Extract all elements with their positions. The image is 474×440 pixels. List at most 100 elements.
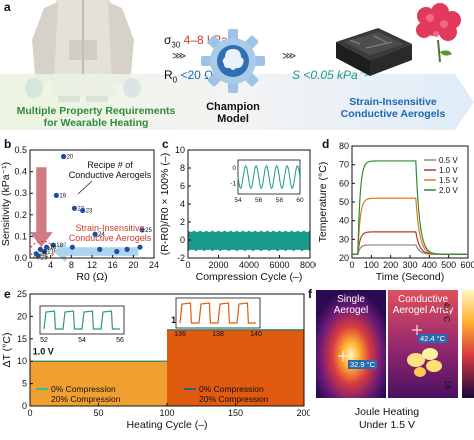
chart-e: 0 50 100 150 200 0 5 10 15 20 25 Heating Cycle (–) Δ… <box>1 289 310 431</box>
x-tick-label: 400 <box>422 260 437 270</box>
inset-series <box>43 310 120 330</box>
legend-label: 20% Compression <box>199 394 269 404</box>
region-label-2: Conductive Aerogels <box>69 233 152 243</box>
annotation-line-1: Recipe # of <box>87 160 133 170</box>
series-line <box>352 244 468 255</box>
inset-x-tick-label: 56 <box>116 337 124 344</box>
data-point <box>124 246 130 252</box>
chevrons-top: ⋙ <box>172 51 187 62</box>
legend-label: 2.0 V <box>439 186 458 195</box>
y-axis-label: Sensitivity (kPa⁻¹) <box>0 162 12 246</box>
single-aerogel-label: Single Aerogel <box>333 294 369 316</box>
y-tick-label: 0.0 <box>14 253 27 263</box>
y-tick-label: 40 <box>339 216 349 226</box>
panel-f-caption: Joule Heating Under 1.5 V <box>354 406 420 431</box>
x-tick-label: 200 <box>296 408 310 418</box>
series-line <box>352 231 468 255</box>
data-point <box>139 227 145 233</box>
y-axis-label: (R-R0)/R0 × 100% (–) <box>160 153 171 255</box>
panel-f: f <box>308 287 474 440</box>
data-point <box>43 244 50 250</box>
gear-brain-icon <box>201 29 265 93</box>
x-tick-label: 4000 <box>239 260 259 270</box>
panel-label-a: a <box>4 0 11 14</box>
insensitive-region <box>29 240 55 260</box>
point-label: 25 <box>145 228 152 234</box>
legend-label: 1.0 V <box>439 166 458 175</box>
legend-label: 0% Compression <box>199 384 264 394</box>
data-point <box>53 192 59 198</box>
x-tick-label: 0 <box>349 260 354 270</box>
data-point <box>114 248 120 255</box>
y-tick-label: 20 <box>339 253 349 263</box>
sensitivity-requirement: S <0.05 kPa⁻¹ <box>292 68 369 82</box>
data-point <box>71 205 78 211</box>
point-label: 24 <box>98 232 105 238</box>
series-line <box>352 160 468 255</box>
legend-label: 0.5 V <box>439 156 458 165</box>
x-tick-label: 4 <box>48 260 53 270</box>
data-point <box>92 231 98 237</box>
x-tick-label: 24 <box>149 260 159 270</box>
point-label: 18 <box>56 243 63 249</box>
x-tick-label: 500 <box>441 260 456 270</box>
inset-x-tick-label: 54 <box>78 337 86 344</box>
region-label-1: Strain-Insensitive <box>75 223 144 233</box>
point-label: 20 <box>67 154 74 160</box>
series-line <box>352 197 468 255</box>
point-label: 23 <box>86 208 93 214</box>
inset-x-tick-label: 60 <box>296 197 304 204</box>
inset-x-tick-label: 58 <box>276 197 284 204</box>
x-tick-label: 100 <box>364 260 379 270</box>
right-temp-badge: 42.4 °C <box>418 334 448 343</box>
panel-a: a Multiple Property Requirements for Wea… <box>0 0 474 136</box>
x-tick-label: 50 <box>93 408 103 418</box>
x-tick-label: 2000 <box>208 260 228 270</box>
data-point <box>97 246 103 252</box>
x-axis-label: Compression Cycle (–) <box>196 271 303 283</box>
x-tick-label: 8 <box>69 260 74 270</box>
flower-image <box>416 3 461 63</box>
inset-x-tick-label: 136 <box>174 331 186 338</box>
y-tick-label: 0.1 <box>14 231 27 241</box>
left-temp-badge: 32.9 °C <box>348 360 378 369</box>
panel-label-d: d <box>322 137 330 151</box>
point-label: 17 <box>43 247 50 253</box>
y-tick-label: 0.4 <box>14 167 27 177</box>
y-tick-label: 15 <box>17 334 27 344</box>
inset-series <box>237 165 301 189</box>
y-tick-label: 60 <box>339 178 349 188</box>
inset-x-tick-label: 52 <box>40 337 48 344</box>
data-point <box>69 244 75 250</box>
panel-label-b: b <box>4 137 12 151</box>
left-arrow <box>53 240 139 263</box>
inset-x-tick-label: 138 <box>212 331 224 338</box>
chart-d: 0 100 200 300 400 500 600 20 30 40 50 60 70 80 Time (S… <box>317 141 474 283</box>
scale-max: 40 °C <box>442 302 451 323</box>
y-tick-label: 80 <box>339 141 349 151</box>
chart-b: 0 4 8 12 16 20 24 0.0 0.1 0.2 0.3 0.4 0.5 R0 (Ω) Sensi… <box>0 145 159 283</box>
x-tick-label: 16 <box>108 260 118 270</box>
point-label: 15 <box>39 252 46 258</box>
point-label: 19 <box>59 193 66 199</box>
down-arrow <box>30 167 53 248</box>
x-tick-label: 0 <box>27 260 32 270</box>
y-tick-label: 30 <box>339 234 349 244</box>
x-tick-label: 8000 <box>300 260 316 270</box>
x-tick-label: 150 <box>228 408 243 418</box>
chevrons-right: ⋙ <box>282 51 297 62</box>
x-axis-label: R0 (Ω) <box>76 271 107 283</box>
thermal-images <box>316 290 474 398</box>
point-label: 21 <box>47 250 54 256</box>
y-tick-label: 4 <box>180 199 185 209</box>
inset-y-tick-label: -1 <box>230 181 236 188</box>
center-caption: Champion Model <box>206 101 260 125</box>
y-tick-label: 70 <box>339 160 349 170</box>
process-arrow <box>0 74 474 130</box>
legend-label: 20% Compression <box>51 394 121 404</box>
y-tick-label: 10 <box>17 356 27 366</box>
r0-requirement: R0 <20 Ω <box>164 68 214 85</box>
x-tick-label: 300 <box>402 260 417 270</box>
array-label: Conductive Aerogel Array <box>392 294 454 316</box>
